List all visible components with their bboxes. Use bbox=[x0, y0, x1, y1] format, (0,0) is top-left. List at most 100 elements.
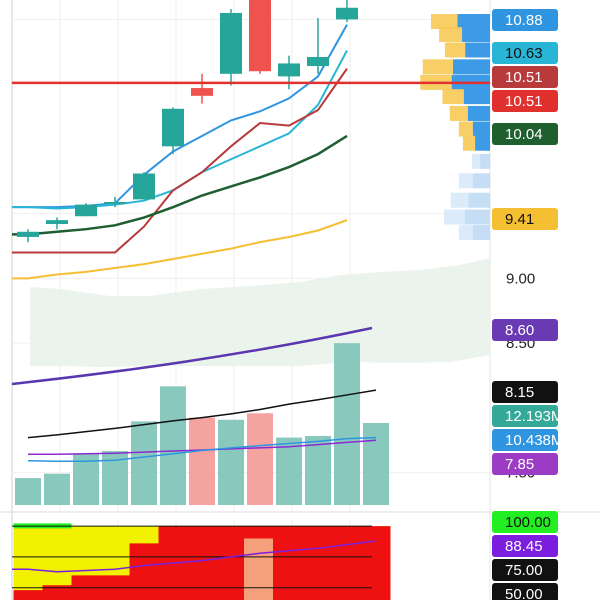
price-tag-background bbox=[492, 535, 558, 557]
volume-profile-bar-down bbox=[457, 14, 490, 30]
price-tag: 8.60 bbox=[492, 319, 558, 341]
volume-bar bbox=[15, 478, 41, 505]
price-tag-label: 10.88 bbox=[505, 12, 543, 29]
volume-profile-bar-down bbox=[467, 105, 490, 121]
volume-profile-bar-up bbox=[458, 173, 473, 189]
volume-profile-bar-up bbox=[449, 105, 468, 121]
volume-profile-bar-up bbox=[471, 153, 481, 169]
volume-bar bbox=[363, 423, 389, 505]
price-axis-tags: 10.88 10.63 10.51 10.51 10.04 9.41 8.60 8.15 12.… bbox=[492, 9, 563, 600]
volume-profile-bar-down bbox=[465, 42, 490, 58]
price-tag: 10.51 bbox=[492, 66, 558, 88]
moving-average-line bbox=[12, 134, 348, 236]
volume-profile-bar-down bbox=[463, 89, 490, 105]
oscillator-red-column bbox=[42, 585, 72, 600]
price-tag: 8.15 bbox=[492, 381, 558, 403]
price-tag-label: 9.41 bbox=[505, 211, 534, 228]
volume-profile-bar-down bbox=[453, 59, 490, 75]
candle-body bbox=[133, 173, 155, 200]
price-tag-label: 10.04 bbox=[505, 126, 543, 143]
price-tag-background bbox=[492, 90, 558, 112]
oscillator-highlight-column bbox=[244, 538, 273, 600]
cloud-area bbox=[30, 258, 490, 367]
price-tag-background bbox=[492, 319, 558, 341]
price-tag-label: 100.00 bbox=[505, 514, 551, 531]
price-tag-label: 10.63 bbox=[505, 45, 543, 62]
volume-ma-black-line bbox=[27, 389, 377, 439]
volume-bar bbox=[160, 386, 186, 505]
oscillator-red-column bbox=[274, 526, 304, 600]
price-tag-label: 12.193M bbox=[505, 408, 563, 425]
price-tag-background bbox=[492, 208, 558, 230]
price-tag-label: 10.438M bbox=[505, 432, 563, 449]
moving-average-line bbox=[12, 219, 348, 280]
volume-profile-bar-up bbox=[444, 42, 466, 58]
price-tag-background bbox=[492, 429, 558, 451]
price-tag-label: 7.85 bbox=[505, 456, 534, 473]
price-tag: 10.438M bbox=[492, 429, 563, 451]
price-tag-background bbox=[492, 405, 558, 427]
volume-profile-bar-down bbox=[475, 135, 490, 151]
candle-body bbox=[191, 88, 213, 96]
price-tag-label: 8.60 bbox=[505, 322, 534, 339]
price-tick-label: 9.00 bbox=[506, 270, 535, 287]
candle-body bbox=[278, 63, 300, 77]
candlesticks[interactable] bbox=[17, 0, 358, 243]
price-tag-background bbox=[492, 381, 558, 403]
price-tag: 50.00 bbox=[492, 583, 558, 600]
price-tag: 10.51 bbox=[492, 90, 558, 112]
price-tag-background bbox=[492, 583, 558, 600]
price-tag-background bbox=[492, 42, 558, 64]
oscillator-red-column bbox=[187, 526, 217, 600]
candle-body bbox=[162, 108, 184, 147]
volume-bar bbox=[247, 413, 273, 505]
price-tag-background bbox=[492, 453, 558, 475]
volume-bar bbox=[131, 421, 157, 505]
price-tag: 88.45 bbox=[492, 535, 558, 557]
oscillator-red-column bbox=[361, 526, 391, 600]
trend-purple-line bbox=[11, 326, 373, 386]
volume-ma-blue-line bbox=[27, 436, 377, 463]
candle-body bbox=[17, 231, 39, 237]
oscillator-line bbox=[12, 540, 377, 573]
cloud-band bbox=[30, 258, 490, 367]
candle-body bbox=[307, 56, 329, 67]
moving-average-line bbox=[12, 68, 348, 254]
oscillator-red-column bbox=[216, 526, 246, 600]
price-tag: 100.00 bbox=[492, 511, 558, 533]
price-tag-background bbox=[492, 123, 558, 145]
volume-bar bbox=[305, 435, 331, 505]
volume-profile-bar-down bbox=[472, 121, 490, 137]
price-tag-label: 8.15 bbox=[505, 384, 534, 401]
price-tag: 10.04 bbox=[492, 123, 558, 145]
volume-bar bbox=[218, 419, 244, 505]
volume-profile-bar-up bbox=[458, 225, 473, 241]
price-tag-background bbox=[492, 559, 558, 581]
volume-profile-bar-up bbox=[439, 26, 463, 42]
volume-profile-bar-up bbox=[462, 135, 476, 151]
candle-body bbox=[249, 0, 271, 72]
price-tag-background bbox=[492, 66, 558, 88]
price-tag-label: 10.51 bbox=[505, 69, 543, 86]
candle-body bbox=[336, 7, 358, 20]
candle-body bbox=[220, 12, 242, 74]
volume-profile-bar-down bbox=[472, 173, 490, 189]
volume-profile-bar-up bbox=[442, 89, 464, 105]
price-tag: 10.88 bbox=[492, 9, 558, 31]
volume-profile-bar-down bbox=[468, 192, 490, 208]
volume-profile-bar-down bbox=[480, 153, 490, 169]
price-tag: 75.00 bbox=[492, 559, 558, 581]
volume-profile-bar-up bbox=[458, 121, 473, 137]
oscillator-red-column bbox=[332, 526, 362, 600]
volume-profile-bar-down bbox=[464, 209, 490, 225]
volume-bar bbox=[73, 453, 99, 505]
price-tag-label: 50.00 bbox=[505, 586, 543, 600]
oscillator-red-column bbox=[129, 543, 159, 600]
price-tag: 12.193M bbox=[492, 405, 563, 427]
volume-pane bbox=[11, 326, 389, 505]
price-tag-label: 88.45 bbox=[505, 538, 543, 555]
price-tag: 10.63 bbox=[492, 42, 558, 64]
candle-body bbox=[75, 204, 97, 217]
price-tag-label: 10.51 bbox=[505, 93, 543, 110]
